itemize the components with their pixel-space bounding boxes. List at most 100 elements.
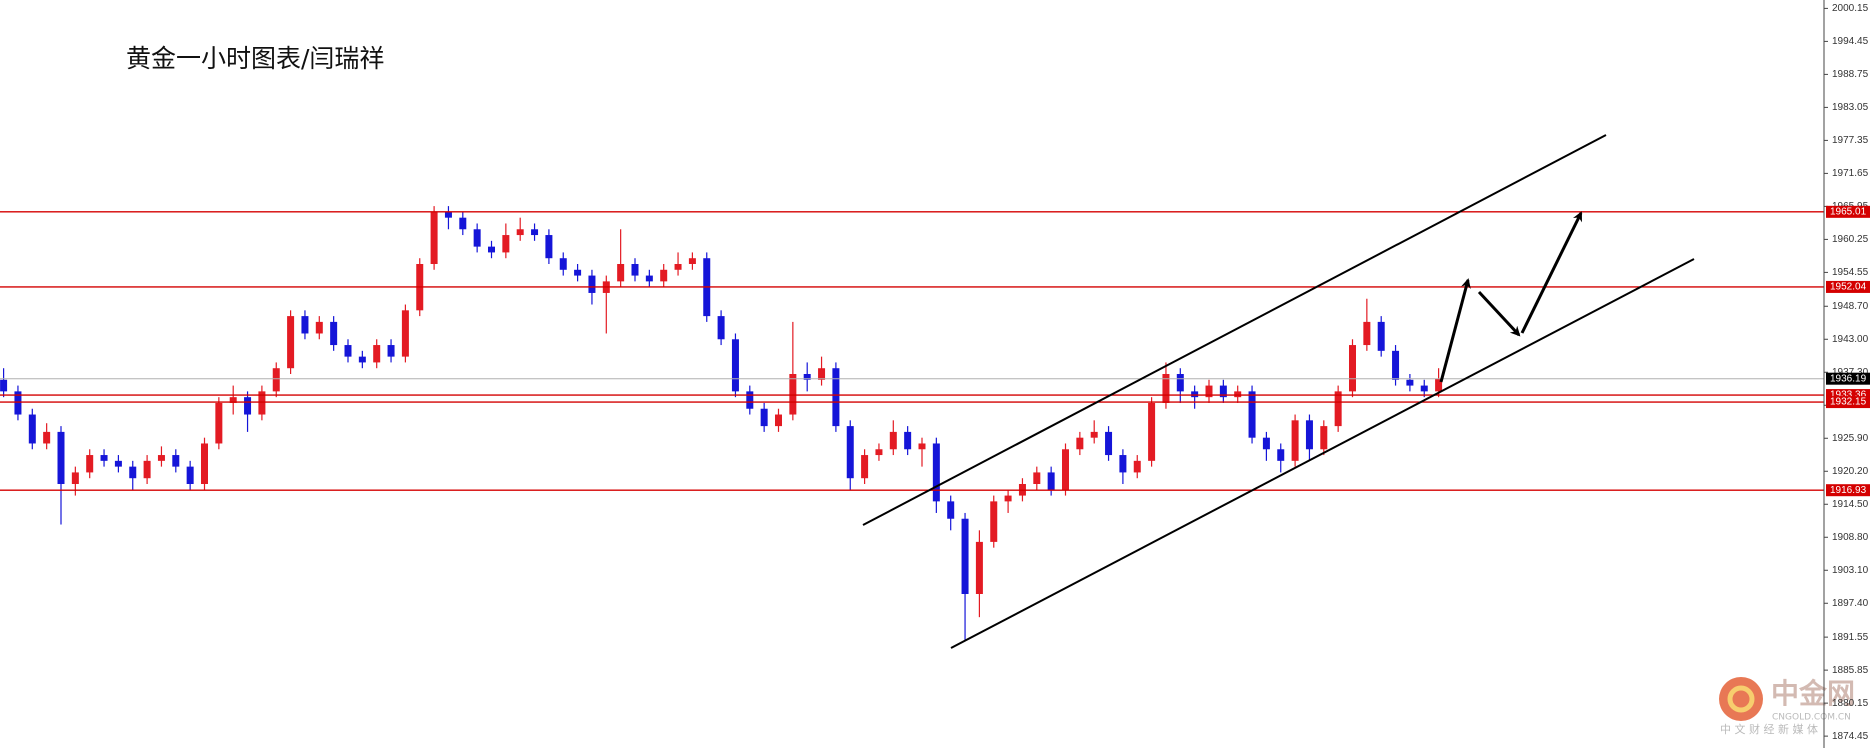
candle-body (201, 443, 208, 484)
candle-body (1062, 449, 1069, 490)
candle-body (1234, 391, 1242, 398)
candle-body (358, 356, 366, 363)
y-tick-label: 1977.35 (1832, 135, 1869, 146)
y-tick-label: 1971.65 (1832, 168, 1869, 179)
candle-body (990, 501, 998, 542)
y-tick-label: 1874.45 (1832, 731, 1869, 742)
y-tick-label: 1885.85 (1832, 665, 1869, 676)
candle-body (1076, 437, 1084, 450)
y-tick-label: 2000.15 (1832, 3, 1869, 14)
candle-body (488, 246, 495, 253)
candle-body (272, 368, 280, 392)
candle-body (1105, 431, 1113, 456)
y-tick-label: 1960.25 (1832, 234, 1869, 245)
candle-body (430, 211, 438, 264)
y-tick-label: 1943.00 (1832, 334, 1869, 345)
level-label: 1932.15 (1830, 397, 1867, 408)
y-tick-label: 1948.70 (1832, 301, 1869, 312)
watermark-logo (1727, 685, 1755, 713)
candle-body (186, 466, 194, 484)
watermark-slogan: 中 文 财 经 新 媒 体 (1720, 722, 1818, 736)
candle-body (143, 460, 151, 479)
arrow-up (1520, 211, 1583, 334)
candle-body (1191, 391, 1199, 398)
candle-body (717, 316, 725, 340)
candle-body (746, 391, 754, 409)
candle-body (1377, 321, 1385, 351)
y-tick-label: 1937.30 (1832, 367, 1869, 378)
candle-body (975, 541, 983, 594)
y-tick-label: 1920.20 (1832, 466, 1869, 477)
candle-body (1148, 402, 1156, 461)
candle-body (330, 321, 338, 346)
y-tick-label: 1988.75 (1832, 69, 1869, 80)
candle-body (660, 269, 668, 282)
candle-body (473, 229, 481, 247)
candle-body (559, 258, 567, 270)
candle-body (889, 431, 897, 450)
candle-body (100, 455, 108, 461)
candle-body (459, 217, 467, 230)
channel-upper (862, 134, 1607, 526)
candle-body (516, 229, 524, 236)
candle-body (875, 449, 883, 456)
candle-body (1320, 426, 1328, 450)
level-label-box (1826, 205, 1870, 218)
candle-body (287, 316, 295, 369)
y-tick-label: 1880.15 (1832, 698, 1869, 709)
arrow-up (1439, 278, 1471, 383)
candle-body (1162, 374, 1170, 403)
candle-body (1349, 345, 1356, 392)
candle-body (0, 379, 8, 392)
watermark-logo (1719, 677, 1763, 721)
candle-body (401, 310, 409, 357)
candle-body (1133, 460, 1141, 473)
candle-body (932, 443, 940, 502)
candle-body (789, 374, 797, 415)
candle-body (531, 229, 539, 236)
candle-body (71, 472, 79, 484)
price-axis: 2000.15 1994.45 1988.75 1983.05 1977.35 1971.… (1823, 0, 1870, 748)
candle-body (86, 455, 94, 473)
last-price-label: 1936.19 (1830, 373, 1867, 384)
candle-body (1219, 385, 1227, 398)
candle-body (1119, 455, 1127, 473)
candle-body (344, 345, 352, 357)
candle-body (617, 264, 625, 282)
candle-body (818, 368, 826, 380)
candle-body (373, 345, 381, 363)
candle-body (57, 431, 65, 484)
y-tick-label: 1994.45 (1832, 36, 1869, 47)
candle-body (1291, 420, 1299, 461)
candle-body (1205, 385, 1213, 398)
candle-body (588, 275, 596, 293)
candle-body (1090, 431, 1098, 438)
candle-body (904, 431, 912, 450)
candle-body (28, 414, 36, 444)
candle-body (215, 402, 223, 444)
candle-body (1248, 391, 1256, 438)
annotations (862, 134, 1695, 649)
candle-body (731, 339, 739, 392)
y-tick-label: 1983.05 (1832, 102, 1869, 113)
candle-body (1004, 495, 1012, 502)
candle-body (775, 414, 782, 427)
candle-body (574, 269, 582, 276)
candle-body (1420, 385, 1428, 392)
chart-title: 黄金一小时图表/闫瑞祥 (126, 44, 384, 73)
candle-body (846, 426, 854, 479)
candle-body (1176, 374, 1184, 392)
candle-body (114, 460, 122, 467)
level-label: 1916.93 (1830, 485, 1867, 496)
candle-body (832, 368, 840, 427)
candle-body (129, 466, 137, 479)
candle-body (157, 455, 165, 461)
candle-body (315, 321, 323, 334)
candle-body (1277, 449, 1285, 461)
candle-body (258, 391, 266, 415)
y-tick-label: 1914.50 (1832, 499, 1869, 510)
candle-body (861, 455, 869, 479)
